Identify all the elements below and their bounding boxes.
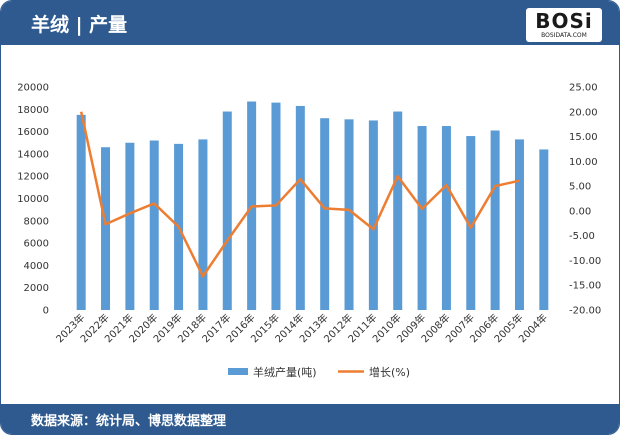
right-tick-label: -10.00 — [569, 256, 601, 267]
right-tick-label: -15.00 — [569, 281, 601, 292]
bar — [368, 120, 378, 310]
legend-label-line: 增长(%) — [369, 365, 410, 379]
legend-label-bar: 羊绒产量(吨) — [253, 365, 317, 379]
bar — [149, 140, 159, 310]
logo-text: BOSi — [535, 9, 593, 33]
right-tick-label: 20.00 — [569, 107, 598, 118]
bar — [490, 130, 500, 310]
left-tick-label: 18000 — [17, 105, 49, 116]
right-tick-label: 15.00 — [569, 132, 598, 143]
right-tick-label: -5.00 — [569, 231, 595, 242]
right-tick-label: 5.00 — [569, 182, 591, 193]
page-title: 羊绒 | 产量 — [31, 14, 128, 36]
bar — [320, 118, 330, 310]
x-axis-labels: 2023年2022年2021年2020年2019年2018年2017年2016年… — [53, 311, 550, 345]
left-tick-label: 20000 — [17, 83, 49, 94]
production-chart: 0 2000 4000 6000 8000 10000 12000 14000 16000 180… — [17, 83, 601, 380]
bar — [466, 136, 476, 310]
left-tick-label: 10000 — [17, 194, 49, 205]
legend-swatch-bar — [228, 368, 248, 375]
bosi-logo: BOSi BOSIDATA.COM — [526, 8, 602, 42]
right-axis: -20.00 -15.00 -10.00 -5.00 0.00 5.00 10.00 15.0… — [569, 83, 601, 317]
left-axis: 0 2000 4000 6000 8000 10000 12000 14000 16000 180… — [17, 83, 49, 317]
left-tick-label: 16000 — [17, 127, 49, 138]
bar — [344, 119, 354, 311]
bar — [539, 149, 549, 310]
right-tick-label: 25.00 — [569, 83, 598, 94]
bar — [101, 147, 111, 310]
left-tick-label: 2000 — [24, 283, 49, 294]
footer-bar: 数据来源：统计局、博思数据整理 — [1, 404, 619, 434]
logo-subtext: BOSIDATA.COM — [541, 32, 587, 39]
bar — [76, 114, 86, 310]
bar — [417, 126, 427, 311]
header-bar: 羊绒 | 产量 BOSi BOSIDATA.COM — [1, 1, 619, 45]
bar — [514, 139, 524, 310]
bar — [198, 139, 208, 310]
data-source: 数据来源：统计局、博思数据整理 — [31, 414, 227, 429]
line-series — [79, 111, 520, 278]
bar — [125, 142, 135, 310]
growth-line — [79, 111, 520, 278]
left-tick-label: 4000 — [24, 261, 49, 272]
left-tick-label: 6000 — [24, 239, 49, 250]
left-tick-label: 0 — [43, 306, 49, 317]
right-tick-label: -20.00 — [569, 306, 601, 317]
legend: 羊绒产量(吨) 增长(%) — [228, 365, 410, 379]
left-tick-label: 12000 — [17, 172, 49, 183]
bar — [441, 126, 451, 311]
right-tick-label: 0.00 — [569, 206, 591, 217]
right-tick-label: 10.00 — [569, 157, 598, 168]
bar — [222, 111, 232, 310]
bar — [393, 111, 403, 310]
bar — [295, 105, 305, 310]
left-tick-label: 8000 — [24, 216, 49, 227]
left-tick-label: 14000 — [17, 149, 49, 160]
